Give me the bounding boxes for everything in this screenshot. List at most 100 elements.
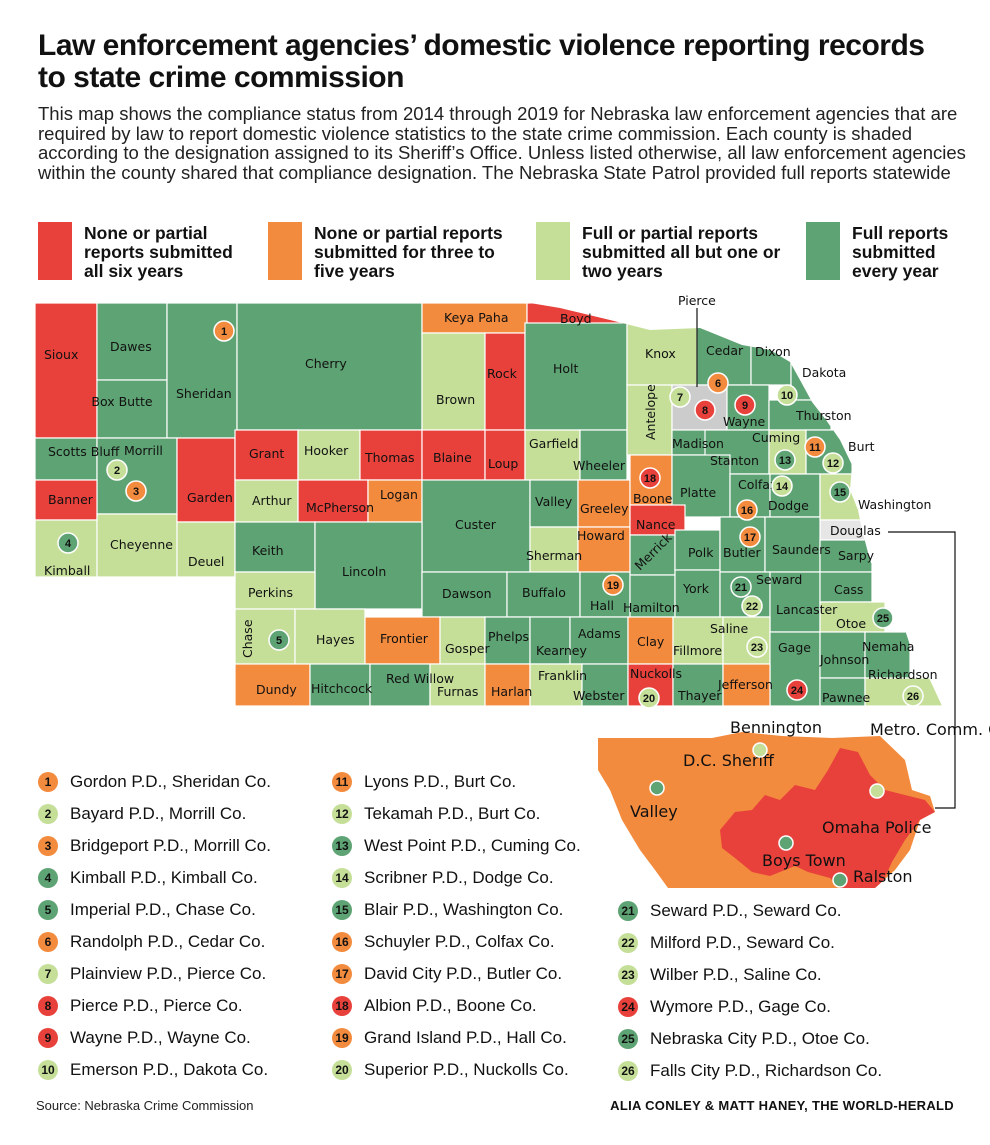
agency-item: 15 Blair P.D., Washington Co.	[332, 900, 581, 932]
county-greeley	[577, 479, 631, 528]
county-label: Valley	[535, 494, 573, 509]
county-adams	[569, 616, 629, 665]
agency-item: 1 Gordon P.D., Sheridan Co.	[38, 772, 271, 804]
inset-label-ralston: Ralston	[853, 867, 913, 886]
county-label: Dundy	[256, 682, 297, 697]
agency-marker-circle	[734, 394, 756, 416]
county-label: Hooker	[304, 443, 349, 458]
agency-name: Gordon P.D., Sheridan Co.	[70, 772, 271, 791]
county-cherry	[236, 303, 423, 431]
legend-swatch-none-all	[38, 222, 72, 280]
county-label: Custer	[455, 517, 497, 532]
agency-number-badge: 23	[618, 965, 638, 985]
agency-marker: 3	[125, 480, 147, 502]
agency-name: David City P.D., Butler Co.	[364, 964, 563, 983]
agency-marker-number: 24	[791, 685, 804, 697]
county-label: Boyd	[560, 311, 592, 326]
county-jefferson	[722, 663, 771, 706]
county-loup	[484, 429, 526, 481]
county-buffalo	[506, 571, 581, 618]
agency-name: Superior P.D., Nuckolls Co.	[364, 1060, 569, 1079]
agency-number-badge: 14	[332, 868, 352, 888]
agency-name: Wymore P.D., Gage Co.	[650, 997, 831, 1016]
county-label: Boone	[633, 491, 673, 506]
county-label: Red Willow	[386, 671, 454, 686]
agency-marker-circle	[829, 481, 851, 503]
county-garfield	[524, 429, 581, 481]
agency-number-badge: 4	[38, 868, 58, 888]
county-label: Thurston	[795, 408, 852, 423]
county-label: Nemaha	[862, 639, 914, 654]
agency-marker-number: 21	[735, 582, 747, 594]
agency-number-badge: 2	[38, 804, 58, 824]
county-label: Hitchcock	[311, 681, 373, 696]
agency-name: Schuyler P.D., Colfax Co.	[364, 932, 555, 951]
county-label: Dakota	[802, 365, 846, 380]
county-dawson	[421, 571, 508, 618]
county-label: Sioux	[44, 347, 78, 362]
county-label: Polk	[688, 545, 714, 560]
agency-number-badge: 17	[332, 964, 352, 984]
agency-name: Kimball P.D., Kimball Co.	[70, 868, 258, 887]
agency-name: Falls City P.D., Richardson Co.	[650, 1061, 883, 1080]
agency-marker-number: 14	[776, 481, 789, 493]
agency-number-badge: 1	[38, 772, 58, 792]
agency-item: 26 Falls City P.D., Richardson Co.	[618, 1061, 882, 1093]
douglas-county-inset	[598, 732, 935, 888]
county-brown	[421, 332, 486, 431]
county-label: Washington	[858, 497, 931, 512]
county-label: Cherry	[305, 356, 347, 371]
inset-label-mcc: Metro. Comm. College	[870, 720, 990, 739]
county-label: Pawnee	[822, 690, 870, 705]
county-box-butte	[96, 379, 168, 439]
agency-marker-number: 26	[907, 691, 919, 703]
inset-label-bennington: Bennington	[730, 718, 822, 737]
county-label: Harlan	[491, 684, 532, 699]
agency-marker-circle	[736, 499, 758, 521]
callout-lines	[696, 308, 956, 809]
county-label: Knox	[645, 346, 676, 361]
county-fillmore	[672, 616, 724, 665]
county-label: Clay	[637, 634, 665, 649]
agency-number-badge: 26	[618, 1061, 638, 1081]
agency-number-badge: 11	[332, 772, 352, 792]
county-label: Gosper	[445, 641, 490, 656]
county-mcpherson	[297, 479, 369, 523]
agency-marker-circle	[776, 384, 798, 406]
agency-marker-circle	[268, 629, 290, 651]
county-garden	[176, 437, 236, 523]
agency-marker-number: 16	[741, 505, 753, 517]
agency-marker-circle	[639, 467, 661, 489]
county-label: Cass	[834, 582, 863, 597]
county-label: Burt	[848, 439, 875, 454]
agency-item: 4 Kimball P.D., Kimball Co.	[38, 868, 271, 900]
agency-marker-circle	[213, 320, 235, 342]
agency-marker-circle	[707, 372, 729, 394]
agency-number-badge: 12	[332, 804, 352, 824]
county-label: Morrill	[124, 443, 163, 458]
county-label: Phelps	[488, 629, 529, 644]
agency-marker: 16	[736, 499, 758, 521]
county-cheyenne	[96, 513, 178, 578]
county-label: Kimball	[44, 563, 90, 578]
agency-marker-circle	[771, 475, 793, 497]
county-label: Blaine	[433, 450, 472, 465]
source-note: Source: Nebraska Crime Commission	[36, 1098, 254, 1113]
county-label: Cedar	[706, 343, 744, 358]
county-lincoln	[314, 521, 423, 610]
county-label: Rock	[487, 366, 518, 381]
county-label: Gage	[778, 640, 811, 655]
agency-list-col-2: 11 Lyons P.D., Burt Co. 12 Tekamah P.D., Bu…	[332, 772, 581, 1092]
agency-number-badge: 16	[332, 932, 352, 952]
county-label: Fillmore	[673, 643, 722, 658]
county-label: Chase	[240, 619, 255, 658]
agency-name: Tekamah P.D., Burt Co.	[364, 804, 541, 823]
county-label: Antelope	[643, 384, 658, 440]
agency-number-badge: 25	[618, 1029, 638, 1049]
county-label: Pierce	[678, 293, 716, 308]
county-sarpy	[819, 539, 873, 573]
agency-item: 16 Schuyler P.D., Colfax Co.	[332, 932, 581, 964]
agency-marker-number: 12	[827, 458, 839, 470]
county-label: Otoe	[836, 616, 866, 631]
inset-points	[649, 742, 885, 888]
